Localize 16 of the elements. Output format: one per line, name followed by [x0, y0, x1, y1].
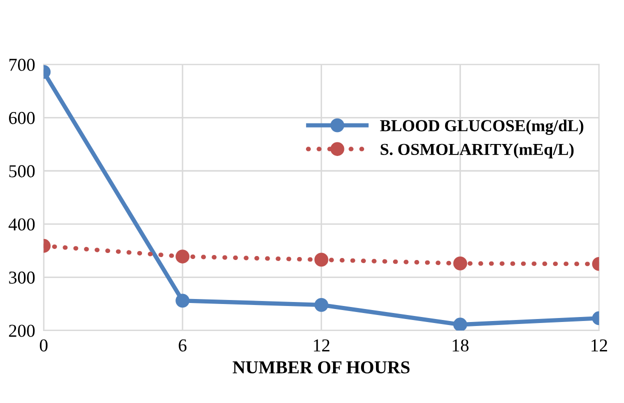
- legend-label: S. OSMOLARITY(mEq/L): [380, 143, 574, 158]
- x-tick-label: 6: [178, 339, 186, 352]
- x-axis-title: NUMBER OF HOURS: [232, 361, 410, 374]
- point: [314, 252, 328, 267]
- x-tick-label: 12: [314, 339, 330, 352]
- y-tick-label: 300: [9, 272, 35, 284]
- y-tick-label: 200: [9, 324, 35, 337]
- y-tick-label: 500: [9, 165, 35, 178]
- x-tick-label: 12: [592, 339, 608, 352]
- y-tick-label: 600: [9, 112, 35, 124]
- y-tick-label: 400: [8, 218, 35, 231]
- x-tick-label: 18: [452, 339, 469, 352]
- y-tick-label: 700: [9, 58, 35, 71]
- x-tick-label: 0: [40, 339, 48, 352]
- point: [314, 298, 328, 312]
- legend-label: BLOOD GLUCOSE(mg/dL): [380, 120, 584, 135]
